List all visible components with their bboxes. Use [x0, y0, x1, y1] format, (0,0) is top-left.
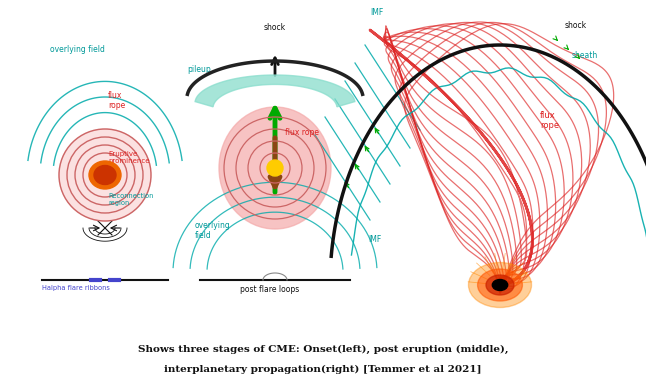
Polygon shape — [195, 75, 355, 107]
Text: IMF: IMF — [370, 8, 383, 17]
Text: interplanetary propagation(right) [Temmer et al 2021]: interplanetary propagation(right) [Temme… — [164, 365, 482, 374]
Circle shape — [267, 160, 283, 176]
Ellipse shape — [477, 269, 523, 301]
Ellipse shape — [89, 161, 121, 189]
Circle shape — [59, 129, 151, 221]
Text: IMF: IMF — [368, 235, 381, 244]
Ellipse shape — [94, 166, 116, 185]
Text: Eruptive
prominence: Eruptive prominence — [108, 151, 149, 164]
Text: flux
rope: flux rope — [540, 111, 559, 130]
Ellipse shape — [486, 275, 514, 295]
Text: post flare loops: post flare loops — [240, 285, 300, 294]
Ellipse shape — [468, 262, 532, 308]
Text: shock: shock — [565, 21, 587, 30]
Text: flux
rope: flux rope — [108, 91, 125, 110]
Text: pileup: pileup — [187, 65, 211, 74]
Text: overlying
field: overlying field — [195, 221, 231, 240]
Text: Halpha flare ribbons: Halpha flare ribbons — [42, 285, 110, 291]
Text: Shows three stages of CME: Onset(left), post eruption (middle),: Shows three stages of CME: Onset(left), … — [138, 345, 508, 354]
Ellipse shape — [219, 107, 331, 229]
Text: shock: shock — [264, 23, 286, 32]
Text: sheath: sheath — [572, 51, 598, 60]
Text: flux rope: flux rope — [285, 128, 319, 137]
Text: overlying field: overlying field — [50, 45, 105, 54]
Ellipse shape — [492, 279, 508, 291]
Text: Reconnection
region: Reconnection region — [108, 193, 153, 206]
